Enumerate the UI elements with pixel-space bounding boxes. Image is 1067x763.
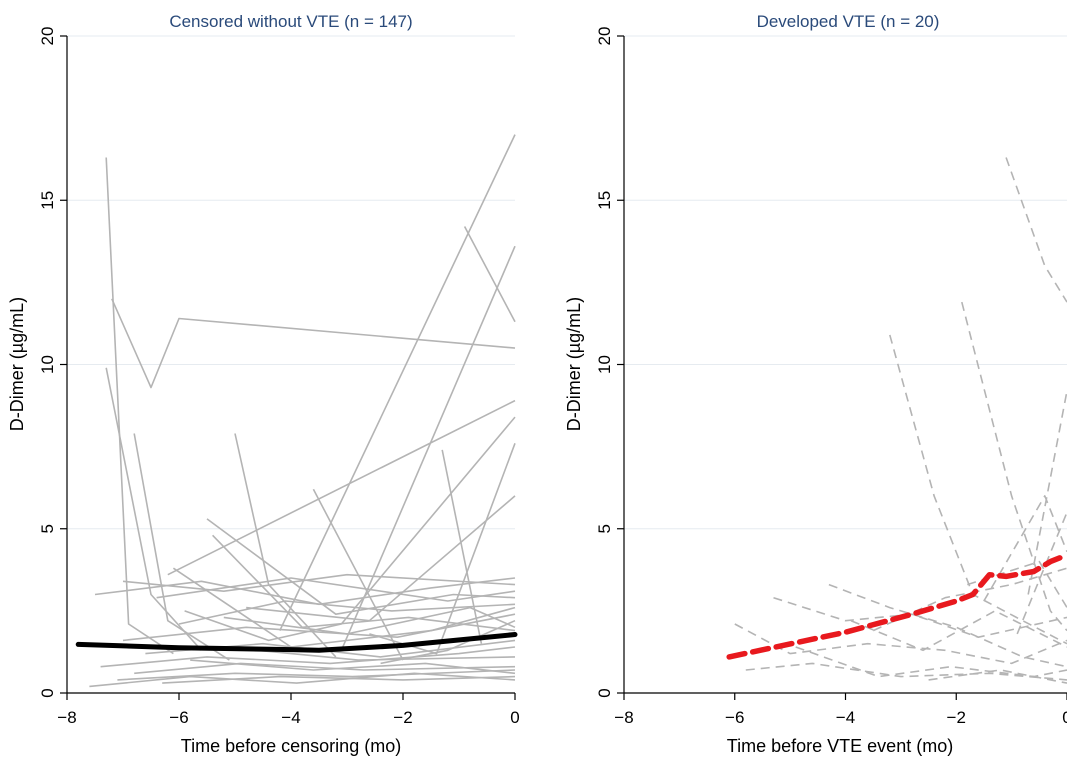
x-tick-group: −8 −6 −4 −2 0: [614, 693, 1067, 727]
x-tick-group: −8 −6 −4 −2 0: [57, 693, 520, 727]
individual-series-line: [795, 646, 1067, 678]
individual-series-line: [111, 298, 516, 389]
individual-series-line: [206, 518, 516, 616]
x-axis-title: Time before censoring (mo): [181, 736, 401, 756]
gridlines: [67, 35, 515, 530]
x-tick-label: −4: [281, 708, 300, 727]
x-tick-label: −4: [836, 708, 855, 727]
individual-series-line: [257, 649, 516, 661]
individual-series-line: [441, 449, 483, 644]
mean-series-line: [726, 552, 1067, 660]
individual-series-line: [1027, 390, 1067, 595]
individual-series-group: [734, 157, 1067, 684]
y-tick-label: 10: [38, 355, 57, 374]
individual-series-group: [89, 134, 516, 688]
gridlines: [624, 35, 1067, 530]
individual-series-line: [983, 495, 1067, 602]
individual-series-line: [172, 567, 516, 648]
x-tick-label: −2: [947, 708, 966, 727]
individual-series-line: [100, 646, 516, 668]
individual-series-line: [1005, 157, 1067, 303]
individual-series-line: [773, 596, 1067, 639]
y-tick-group: 0 5 10 15 20: [38, 27, 67, 698]
individual-series-line: [279, 134, 516, 631]
individual-series-line: [133, 433, 230, 661]
individual-series-line: [184, 416, 516, 642]
y-tick-label: 10: [595, 355, 614, 374]
y-tick-label: 5: [595, 524, 614, 533]
individual-series-line: [223, 606, 516, 635]
individual-series-line: [928, 669, 1067, 684]
x-tick-label: −6: [725, 708, 744, 727]
individual-series-line: [162, 675, 516, 684]
y-tick-label: 0: [595, 688, 614, 697]
individual-series-line: [889, 334, 1067, 645]
individual-series-line: [872, 567, 1067, 632]
x-tick-label: −8: [614, 708, 633, 727]
individual-series-line: [961, 301, 1067, 632]
individual-series-line: [178, 600, 516, 625]
individual-series-line: [745, 662, 1067, 681]
y-tick-label: 0: [38, 688, 57, 697]
mean-series-group: [726, 552, 1067, 660]
individual-series-line: [122, 573, 516, 593]
x-tick-label: 0: [1062, 708, 1067, 727]
individual-series-line: [134, 662, 516, 675]
y-tick-label: 15: [38, 191, 57, 210]
individual-series-line: [1016, 511, 1067, 635]
y-tick-group: 0 5 10 15 20: [595, 27, 624, 698]
individual-series-line: [117, 669, 516, 681]
panel-title: Censored without VTE (n = 147): [169, 12, 412, 31]
y-tick-label: 20: [38, 27, 57, 46]
individual-series-line: [89, 672, 516, 688]
individual-series-line: [380, 619, 516, 665]
y-tick-label: 5: [38, 524, 57, 533]
individual-series-line: [850, 610, 1067, 652]
y-tick-label: 15: [595, 191, 614, 210]
individual-series-line: [167, 399, 516, 576]
panel-title: Developed VTE (n = 20): [757, 12, 940, 31]
x-axis-title: Time before VTE event (mo): [727, 736, 953, 756]
individual-series-line: [967, 560, 1067, 609]
y-axis-title: D-Dimer (µg/mL): [7, 297, 27, 431]
chart-panel-developed-vte: Developed VTE (n = 20) −8 −6 −4 −2 0 0 5 10 15 2…: [564, 12, 1067, 756]
y-axis-title: D-Dimer (µg/mL): [564, 297, 584, 431]
x-tick-label: −8: [57, 708, 76, 727]
x-tick-label: −2: [393, 708, 412, 727]
individual-series-line: [369, 443, 516, 655]
individual-series-line: [105, 367, 202, 651]
individual-series-line: [190, 659, 516, 675]
y-tick-label: 20: [595, 27, 614, 46]
individual-series-line: [340, 245, 516, 651]
individual-series-line: [122, 613, 516, 642]
mean-series-line: [75, 632, 518, 653]
chart-panel-censored: Censored without VTE (n = 147) −8 −6 −4 −2 0…: [7, 12, 520, 756]
mean-series-group: [75, 632, 518, 653]
individual-series-line: [463, 226, 516, 323]
individual-series-line: [212, 534, 516, 632]
x-tick-label: 0: [510, 708, 519, 727]
x-tick-label: −6: [169, 708, 188, 727]
individual-series-line: [105, 157, 174, 655]
